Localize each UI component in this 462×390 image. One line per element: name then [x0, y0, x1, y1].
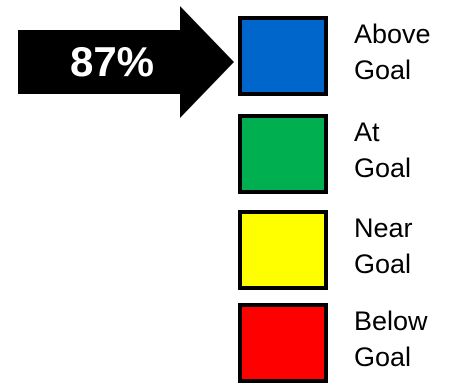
arrow-shape: [18, 6, 234, 118]
label-at-goal-line2: Goal: [354, 153, 412, 183]
label-at-goal: At Goal: [354, 114, 462, 186]
swatch-near-goal: [238, 210, 328, 290]
label-near-goal-line1: Near: [354, 213, 413, 243]
swatch-at-goal: [238, 114, 328, 194]
swatch-above-goal: [238, 16, 328, 96]
label-above-goal-line1: Above: [354, 19, 431, 49]
label-near-goal-line2: Goal: [354, 249, 412, 279]
label-at-goal-line1: At: [354, 117, 380, 147]
label-below-goal-line1: Below: [354, 306, 428, 336]
label-above-goal: Above Goal: [354, 16, 462, 88]
label-above-goal-line2: Goal: [354, 55, 412, 85]
label-below-goal-line2: Goal: [354, 342, 412, 372]
label-near-goal: Near Goal: [354, 210, 462, 282]
swatch-below-goal: [238, 303, 328, 383]
label-below-goal: Below Goal: [354, 303, 462, 375]
indicator-value: 87%: [69, 38, 155, 85]
